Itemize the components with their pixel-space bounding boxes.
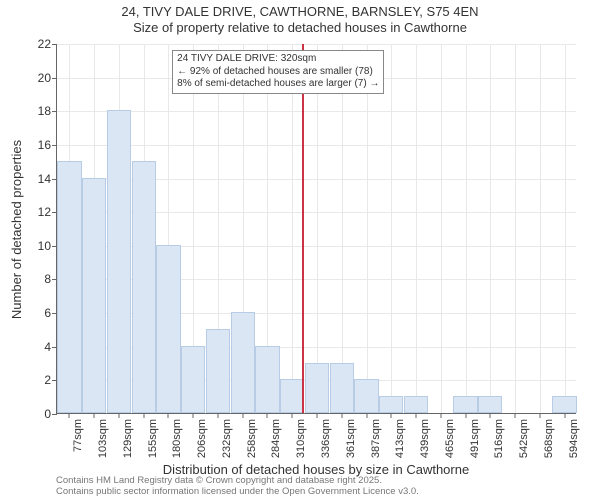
gridline-v [515,44,516,413]
histogram-bar [478,396,502,413]
x-tick-label: 258sqm [246,419,258,458]
x-tick-mark [118,413,119,418]
x-tick-mark [168,413,169,418]
x-tick-label: 387sqm [370,419,382,458]
histogram-bar [57,161,81,413]
x-tick-mark [416,413,417,418]
y-tick-label: 6 [11,306,51,320]
y-tick-label: 12 [11,205,51,219]
chart-container: 24, TIVY DALE DRIVE, CAWTHORNE, BARNSLEY… [0,0,600,500]
footer-attribution: Contains HM Land Registry data © Crown c… [56,476,419,498]
x-tick-mark [143,413,144,418]
x-tick-mark [391,413,392,418]
histogram-bar [132,161,156,413]
gridline-v [441,44,442,413]
gridline-v [342,44,343,413]
x-tick-label: 516sqm [493,419,505,458]
y-axis-label-text: Number of detached properties [10,139,25,318]
x-tick-label: 129sqm [122,419,134,458]
x-tick-label: 77sqm [72,419,84,452]
x-tick-mark [292,413,293,418]
x-tick-mark [242,413,243,418]
x-tick-label: 413sqm [394,419,406,458]
histogram-bar [231,312,255,413]
footer-line-2: Contains public sector information licen… [56,487,419,498]
x-tick-mark [490,413,491,418]
gridline-v [466,44,467,413]
histogram-bar [255,346,279,413]
x-tick-label: 180sqm [171,419,183,458]
histogram-bar [404,396,428,413]
gridline-v [490,44,491,413]
gridline-v [317,44,318,413]
reference-annotation: 24 TIVY DALE DRIVE: 320sqm← 92% of detac… [172,50,384,94]
x-tick-label: 232sqm [221,419,233,458]
x-tick-mark [267,413,268,418]
y-tick-label: 0 [11,407,51,421]
x-tick-label: 155sqm [147,419,159,458]
plot-area: 024681012141618202277sqm103sqm129sqm155s… [56,44,576,414]
x-tick-mark [539,413,540,418]
histogram-bar [354,379,378,413]
gridline-v [367,44,368,413]
x-tick-label: 206sqm [196,419,208,458]
x-tick-label: 542sqm [518,419,530,458]
histogram-bar [330,363,354,413]
y-tick-label: 4 [11,340,51,354]
annotation-line-2: ← 92% of detached houses are smaller (78… [177,66,379,79]
histogram-bar [552,396,576,413]
x-tick-label: 361sqm [345,419,357,458]
y-tick-label: 8 [11,272,51,286]
chart-title-sub: Size of property relative to detached ho… [0,20,600,35]
gridline-v [540,44,541,413]
x-tick-mark [564,413,565,418]
gridline-v [391,44,392,413]
histogram-bar [206,329,230,413]
x-tick-label: 103sqm [97,419,109,458]
y-tick-label: 22 [11,37,51,51]
histogram-bar [82,178,106,413]
x-tick-mark [217,413,218,418]
x-tick-label: 336sqm [320,419,332,458]
x-tick-label: 284sqm [270,419,282,458]
histogram-bar [379,396,403,413]
y-tick-label: 16 [11,138,51,152]
gridline-v [292,44,293,413]
histogram-bar [280,379,304,413]
x-tick-label: 439sqm [419,419,431,458]
x-tick-mark [193,413,194,418]
gridline-v [416,44,417,413]
gridline-v [565,44,566,413]
y-tick-label: 10 [11,239,51,253]
x-tick-mark [69,413,70,418]
x-tick-label: 491sqm [469,419,481,458]
histogram-bar [156,245,180,413]
x-tick-mark [440,413,441,418]
x-tick-mark [94,413,95,418]
chart-title-main: 24, TIVY DALE DRIVE, CAWTHORNE, BARNSLEY… [0,4,600,19]
histogram-bar [181,346,205,413]
x-tick-mark [341,413,342,418]
x-tick-label: 310sqm [295,419,307,458]
annotation-line-1: 24 TIVY DALE DRIVE: 320sqm [177,53,379,66]
y-axis-label: Number of detached properties [10,44,24,414]
histogram-bar [305,363,329,413]
x-tick-mark [317,413,318,418]
y-tick-label: 18 [11,104,51,118]
y-tick-label: 14 [11,172,51,186]
y-tick-label: 2 [11,373,51,387]
x-tick-label: 568sqm [543,419,555,458]
x-tick-mark [515,413,516,418]
x-tick-mark [465,413,466,418]
histogram-bar [453,396,477,413]
x-tick-label: 594sqm [568,419,580,458]
x-tick-mark [366,413,367,418]
histogram-bar [107,110,131,413]
y-tick-label: 20 [11,71,51,85]
reference-line [302,44,304,413]
x-tick-label: 465sqm [444,419,456,458]
annotation-line-3: 8% of semi-detached houses are larger (7… [177,78,379,91]
